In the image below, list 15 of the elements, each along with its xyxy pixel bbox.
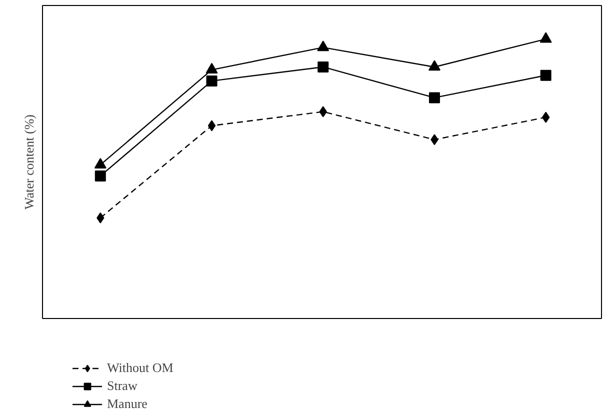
point [317, 40, 330, 52]
y-axis-title: Water content (%) [22, 114, 36, 210]
point [94, 170, 106, 182]
point [206, 62, 218, 74]
legend-label: Without OM [107, 360, 174, 376]
point [540, 32, 552, 43]
point [318, 61, 329, 72]
legend-label: Manure [107, 396, 148, 412]
point [428, 92, 440, 104]
point [540, 70, 552, 81]
point [208, 120, 216, 132]
point [542, 112, 550, 123]
point [206, 75, 218, 86]
legend-label: Straw [107, 378, 138, 394]
point [428, 60, 440, 71]
